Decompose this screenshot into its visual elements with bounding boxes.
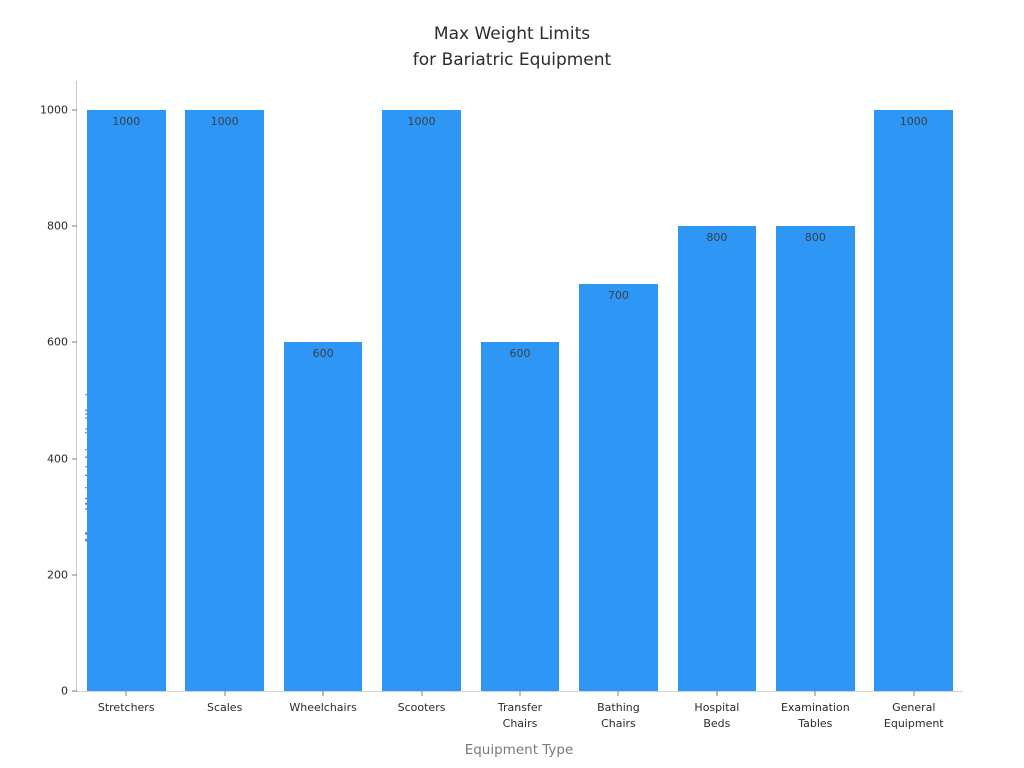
bar-value-label: 600 <box>509 347 531 361</box>
x-tick-label-general-equipment: General Equipment <box>883 701 944 730</box>
x-tick-mark <box>617 691 619 696</box>
bar-hospital-beds: 800 <box>677 226 757 691</box>
y-tick-label-200: 200 <box>47 568 68 582</box>
x-tick-mark <box>814 691 816 696</box>
y-tick-label-800: 800 <box>47 219 68 233</box>
x-tick-mark <box>519 691 521 696</box>
y-tick-label-600: 600 <box>47 335 68 349</box>
x-tick-label-examination-tables: Examination Tables <box>780 701 850 730</box>
bar-transfer-chairs: 600 <box>480 342 560 691</box>
bar-general-equipment: 1000 <box>874 110 954 691</box>
bar-value-label: 1000 <box>210 115 239 129</box>
x-tick-mark <box>421 691 423 696</box>
bar-value-label: 800 <box>804 231 826 245</box>
bar-bathing-chairs: 700 <box>579 284 658 691</box>
x-tick-label-transfer-chairs: Transfer Chairs <box>497 701 543 730</box>
y-tick-label-1000: 1000 <box>40 103 68 117</box>
bar-stretchers: 1000 <box>86 110 166 691</box>
x-tick-label-scales: Scales <box>206 701 243 714</box>
x-tick-mark <box>125 691 127 696</box>
bar-value-label: 600 <box>312 347 334 361</box>
bar-value-label: 1000 <box>112 115 141 129</box>
bar-value-label: 1000 <box>407 115 436 129</box>
x-tick-label-bathing-chairs: Bathing Chairs <box>597 701 640 730</box>
y-tick-mark <box>72 690 77 692</box>
y-tick-label-400: 400 <box>47 452 68 466</box>
x-axis-label: Equipment Type <box>464 742 574 758</box>
bar-value-label: 800 <box>706 231 728 245</box>
bars-layer: 1000 1000 600 1000 600 700 800 800 1000 <box>77 81 963 691</box>
y-tick-label-0: 0 <box>61 684 68 698</box>
x-tick-label-scooters: Scooters <box>397 701 446 714</box>
y-tick-mark <box>72 109 77 111</box>
bar-value-label: 1000 <box>899 115 928 129</box>
x-tick-mark <box>224 691 226 696</box>
x-tick-label-wheelchairs: Wheelchairs <box>289 701 357 714</box>
bar-value-label: 700 <box>607 289 629 303</box>
y-tick-mark <box>72 225 77 227</box>
y-tick-mark <box>72 458 77 460</box>
bar-scales: 1000 <box>185 110 265 691</box>
bar-scooters: 1000 <box>382 110 461 691</box>
bar-wheelchairs: 600 <box>283 342 363 691</box>
plot-area: Max Weight Limit (lbs) 10001000600100060… <box>40 81 963 730</box>
x-tick-label-hospital-beds: Hospital Beds <box>694 701 740 730</box>
x-tick-mark <box>322 691 324 696</box>
x-tick-mark <box>913 691 915 696</box>
y-tick-mark <box>72 574 77 576</box>
y-tick-mark <box>72 341 77 343</box>
x-tick-label-stretchers: Stretchers <box>97 701 155 714</box>
chart-title: Max Weight Limits for Bariatric Equipmen… <box>412 24 612 70</box>
x-tick-mark <box>716 691 718 696</box>
bar-examination-tables: 800 <box>775 226 855 691</box>
